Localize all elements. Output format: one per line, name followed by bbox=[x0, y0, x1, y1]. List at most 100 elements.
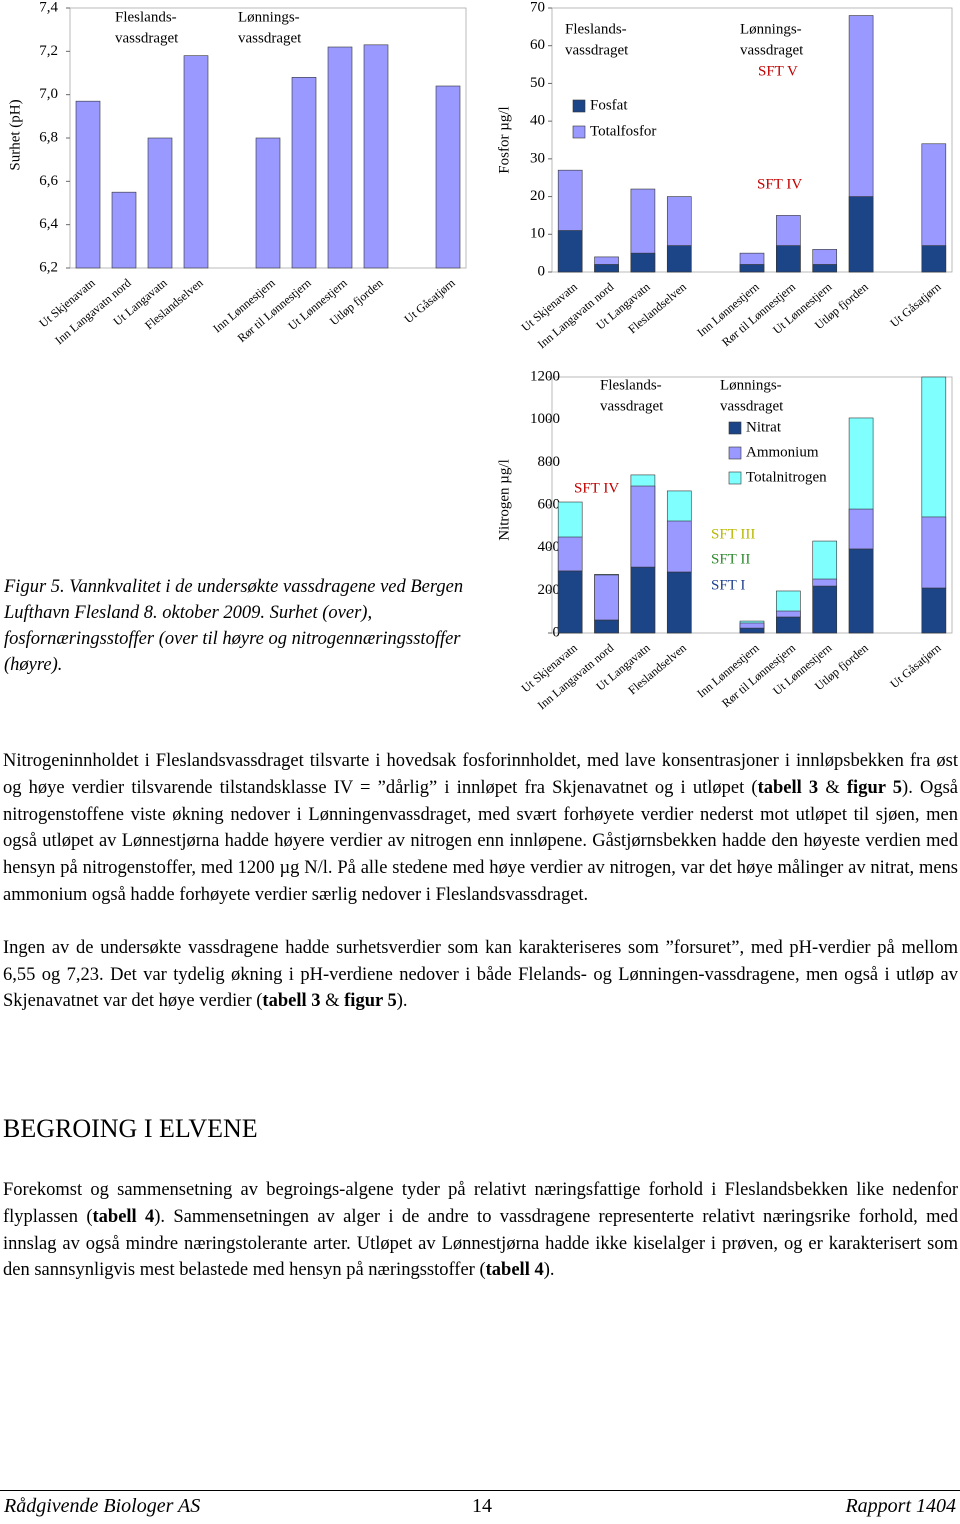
class-label: SFT III bbox=[711, 526, 755, 542]
group-label: vassdraget bbox=[238, 30, 302, 46]
legend-label: Ammonium bbox=[746, 444, 819, 460]
y-tick-label: 6,4 bbox=[39, 216, 58, 232]
y-tick-label: 6,8 bbox=[39, 129, 58, 145]
bar bbox=[147, 137, 173, 269]
bar bbox=[594, 264, 619, 273]
bar bbox=[921, 245, 947, 273]
y-tick-label: 40 bbox=[530, 113, 545, 129]
legend-label: Totalfosfor bbox=[590, 123, 656, 139]
text-run: Ingen av de undersøkte vassdragene hadde… bbox=[3, 937, 958, 1012]
text-run: ). Også nitrogenstoffene viste økning ne… bbox=[3, 777, 959, 905]
y-tick-label: 0 bbox=[538, 263, 546, 279]
y-tick-label: 0 bbox=[553, 624, 561, 640]
bar bbox=[848, 548, 874, 634]
bar bbox=[594, 619, 619, 634]
y-tick-label: 50 bbox=[530, 75, 545, 91]
class-label: SFT I bbox=[711, 577, 745, 593]
y-tick-label: 60 bbox=[530, 37, 545, 53]
bar bbox=[666, 245, 692, 273]
bar bbox=[666, 520, 692, 573]
footer-right: Rapport 1404 bbox=[845, 1495, 956, 1517]
y-tick-label: 7,4 bbox=[39, 0, 58, 15]
charts: Surhet (pH)6,26,46,66,87,07,27,4Ut Skjen… bbox=[7, 0, 953, 712]
bar bbox=[630, 252, 656, 273]
bar bbox=[630, 566, 656, 634]
bar bbox=[921, 516, 947, 589]
bar bbox=[291, 77, 317, 269]
x-tick-label: Ut Gåsatjørn bbox=[887, 280, 943, 330]
class-label: SFT V bbox=[758, 63, 798, 79]
group-label: Fleslands- bbox=[600, 377, 662, 393]
y-tick-label: 30 bbox=[530, 150, 545, 166]
y-tick-label: 10 bbox=[530, 226, 545, 242]
bar bbox=[848, 196, 874, 273]
y-tick-label: 200 bbox=[538, 582, 561, 598]
bar bbox=[776, 610, 801, 618]
body-text: Nitrogeninnholdet i Fleslandsvassdraget … bbox=[3, 748, 958, 1041]
bar bbox=[812, 585, 838, 634]
y-axis-title: Fosfor µg/l bbox=[496, 106, 512, 173]
text-run: figur 5 bbox=[846, 777, 903, 798]
bar bbox=[557, 536, 583, 572]
group-label: vassdraget bbox=[720, 398, 784, 414]
legend-label: Totalnitrogen bbox=[746, 469, 827, 485]
legend-swatch bbox=[728, 446, 742, 460]
group-label: Fleslands- bbox=[565, 21, 627, 37]
text-run: Nitrogeninnholdet i Fleslandsvassdraget … bbox=[3, 751, 958, 798]
bar bbox=[111, 191, 137, 269]
bar bbox=[739, 622, 765, 629]
paragraph: Ingen av de undersøkte vassdragene hadde… bbox=[3, 935, 958, 1015]
class-label: SFT IV bbox=[574, 480, 619, 496]
class-label: SFT IV bbox=[757, 176, 802, 192]
y-tick-label: 7,2 bbox=[39, 43, 58, 59]
legend-swatch bbox=[728, 471, 742, 485]
legend-swatch bbox=[572, 125, 586, 139]
text-run: ). Sammensetningen av alger i de andre t… bbox=[3, 1206, 958, 1281]
group-label: Fleslands- bbox=[115, 9, 177, 25]
figure-caption: Figur 5. Vannkvalitet i de undersøkte va… bbox=[4, 577, 464, 675]
x-tick-label: Ut Gåsatjørn bbox=[887, 641, 943, 691]
y-tick-label: 70 bbox=[530, 0, 545, 15]
bar bbox=[848, 508, 874, 550]
page-number: 14 bbox=[472, 1495, 492, 1517]
bar bbox=[183, 55, 209, 269]
text-run: tabell 4 bbox=[485, 1260, 544, 1281]
y-tick-label: 600 bbox=[538, 496, 561, 512]
y-tick-label: 6,2 bbox=[39, 259, 58, 275]
legend-label: Fosfat bbox=[590, 97, 628, 113]
y-tick-label: 6,6 bbox=[39, 173, 58, 189]
bar bbox=[594, 574, 619, 621]
text-run: figur 5 bbox=[344, 991, 397, 1012]
group-label: vassdraget bbox=[565, 42, 629, 58]
bar bbox=[363, 44, 389, 269]
text-run: & bbox=[320, 991, 345, 1012]
text-run: ). bbox=[396, 991, 408, 1012]
group-label: Lønnings- bbox=[720, 377, 782, 393]
group-label: Lønnings- bbox=[740, 21, 802, 37]
bar bbox=[557, 570, 583, 634]
bar bbox=[776, 616, 801, 634]
group-label: vassdraget bbox=[115, 30, 179, 46]
y-tick-label: 800 bbox=[538, 454, 561, 470]
paragraph: Forekomst og sammensetning av begroings-… bbox=[3, 1177, 958, 1284]
paragraph: Nitrogeninnholdet i Fleslandsvassdraget … bbox=[3, 748, 958, 909]
text-run: tabell 3 bbox=[262, 991, 321, 1012]
y-tick-label: 7,0 bbox=[39, 86, 58, 102]
y-tick-label: 1200 bbox=[530, 368, 560, 384]
legend-swatch bbox=[728, 421, 742, 435]
class-label: SFT II bbox=[711, 551, 750, 567]
bar bbox=[776, 245, 801, 273]
x-tick-label: Ut Gåsatjørn bbox=[401, 276, 457, 326]
y-axis-title: Nitrogen µg/l bbox=[496, 459, 512, 541]
legend-swatch bbox=[572, 99, 586, 113]
legend-label: Nitrat bbox=[746, 419, 782, 435]
bar bbox=[812, 264, 838, 273]
bar bbox=[327, 46, 353, 269]
bar bbox=[739, 264, 765, 273]
text-run: ). bbox=[543, 1260, 555, 1281]
section-heading: BEGROING I ELVENE bbox=[3, 1114, 258, 1143]
y-axis-title: Surhet (pH) bbox=[7, 99, 23, 170]
text-run: tabell 4 bbox=[92, 1206, 155, 1227]
bar bbox=[921, 587, 947, 634]
